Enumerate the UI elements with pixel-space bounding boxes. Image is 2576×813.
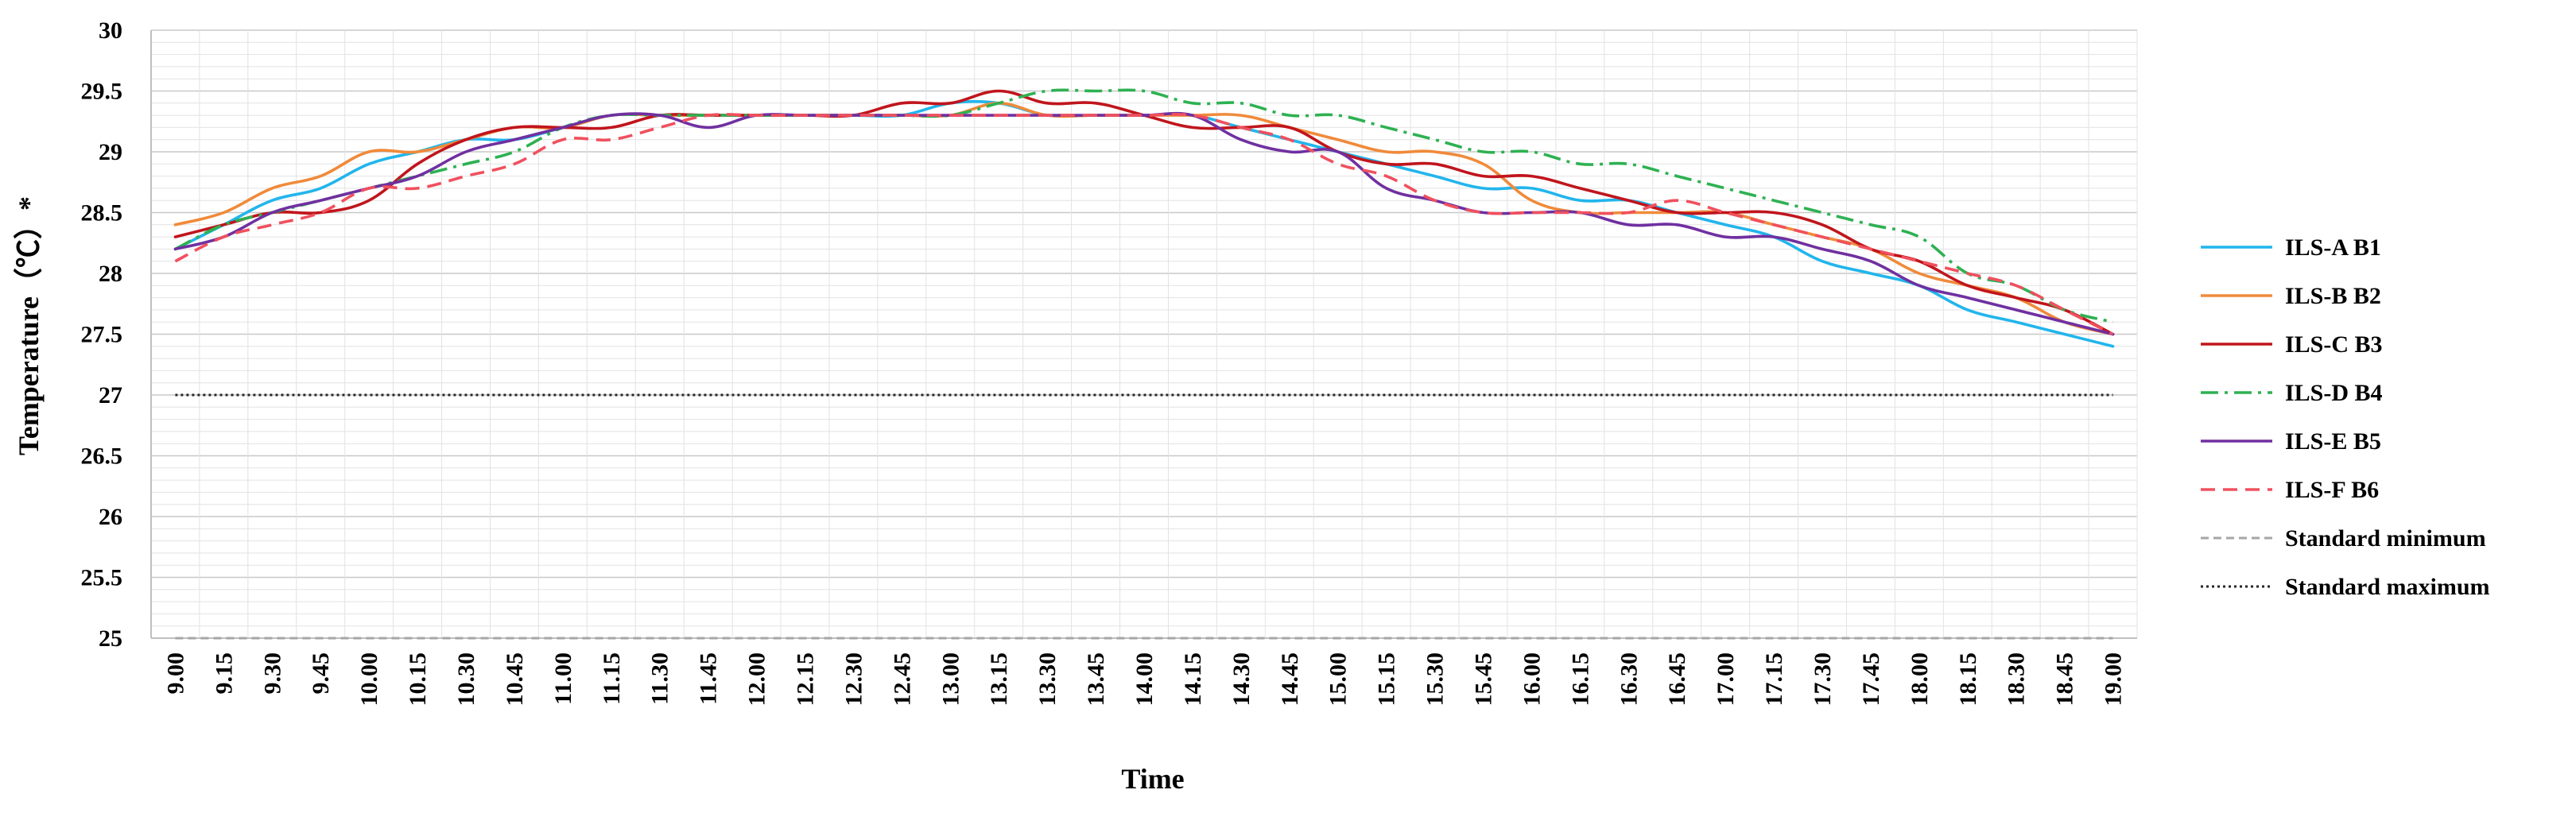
x-tick-label: 11.30 (647, 652, 673, 705)
y-tick-label: 25 (99, 625, 122, 652)
y-tick-label: 25.5 (81, 565, 123, 591)
x-tick-label: 13.45 (1083, 652, 1109, 707)
x-tick-label: 18.45 (2052, 652, 2078, 707)
x-tick-label: 17.00 (1713, 652, 1739, 707)
x-tick-label: 14.45 (1277, 652, 1303, 707)
series-line-ils-e-b5 (173, 111, 2115, 336)
x-tick-label: 11.15 (599, 652, 625, 705)
x-tick-label: 11.45 (696, 652, 722, 705)
x-tick-label: 15.45 (1470, 652, 1496, 707)
y-tick-label: 30 (99, 17, 122, 44)
legend: ILS-A B1 ILS-B B2 ILS-C B3 ILS-D B4 ILS-E B5… (2201, 234, 2490, 600)
x-tick-label: 16.00 (1519, 652, 1545, 707)
x-tick-label: 11.00 (550, 652, 576, 705)
legend-label: ILS-B B2 (2285, 283, 2381, 309)
grid-lines (150, 29, 2138, 639)
x-tick-label: 18.30 (2004, 652, 2030, 707)
legend-label: ILS-A B1 (2285, 234, 2381, 261)
x-tick-label: 18.15 (1955, 652, 1981, 707)
y-tick-label: 26 (99, 504, 122, 530)
x-tick-label: 9.45 (308, 652, 334, 695)
y-tick-labels: 25 25.5 26 26.5 27 27.5 28 28.5 29 29.5 30 (81, 17, 123, 652)
x-tick-label: 16.15 (1567, 652, 1593, 707)
x-tick-label: 15.30 (1422, 652, 1449, 707)
x-tick-label: 14.15 (1180, 652, 1206, 707)
x-tick-label: 12.15 (793, 652, 819, 707)
series-line-ils-d-b4 (174, 88, 2113, 323)
legend-label: ILS-E B5 (2285, 428, 2381, 455)
x-tick-label: 10.00 (356, 652, 382, 707)
x-tick-label: 9.15 (211, 652, 237, 695)
x-tick-label: 17.30 (1810, 652, 1836, 707)
x-tick-label: 18.00 (1907, 652, 1933, 707)
y-axis-title: Temperature（℃）* (13, 196, 45, 455)
x-tick-label: 10.45 (502, 652, 528, 707)
legend-label: ILS-F B6 (2285, 477, 2379, 503)
x-tick-label: 13.15 (986, 652, 1012, 707)
x-tick-label: 14.30 (1228, 652, 1255, 707)
x-tick-label: 9.30 (259, 652, 285, 695)
y-tick-label: 27 (99, 382, 122, 408)
legend-label: ILS-D B4 (2285, 380, 2383, 406)
x-tick-label: 15.00 (1325, 652, 1352, 707)
x-tick-label: 13.30 (1034, 652, 1061, 707)
x-tick-label: 14.00 (1131, 652, 1158, 707)
x-tick-label: 19.00 (2101, 652, 2127, 707)
series-line-ils-f-b6 (174, 113, 2114, 336)
x-tick-label: 13.00 (937, 652, 964, 707)
legend-label: Standard minimum (2285, 525, 2486, 552)
x-tick-label: 15.15 (1374, 652, 1400, 707)
x-tick-label: 10.15 (405, 652, 431, 707)
legend-label: Standard maximum (2285, 574, 2490, 600)
x-axis-title: Time (1121, 763, 1184, 795)
y-tick-label: 29 (99, 139, 122, 165)
y-tick-label: 26.5 (81, 443, 123, 470)
y-tick-label: 27.5 (81, 322, 123, 348)
x-tick-label: 12.45 (889, 652, 915, 707)
x-tick-label: 16.45 (1664, 652, 1690, 707)
x-tick-label: 12.00 (744, 652, 770, 707)
x-tick-label: 12.30 (840, 652, 867, 707)
y-tick-label: 28 (99, 261, 122, 287)
x-tick-label: 17.15 (1761, 652, 1787, 707)
x-tick-label: 9.00 (162, 652, 188, 695)
x-tick-label: 10.30 (453, 652, 479, 707)
series-lines (173, 88, 2115, 640)
y-tick-label: 29.5 (81, 79, 123, 105)
x-tick-label: 16.30 (1616, 652, 1642, 707)
legend-label: ILS-C B3 (2285, 331, 2383, 358)
x-tick-labels: 9.00 9.15 9.30 9.45 10.00 10.15 10.30 10.45 11.0… (162, 652, 2126, 707)
x-tick-label: 17.45 (1858, 652, 1884, 707)
y-tick-label: 28.5 (81, 200, 123, 226)
series-line-ils-b-b2 (173, 102, 2115, 336)
